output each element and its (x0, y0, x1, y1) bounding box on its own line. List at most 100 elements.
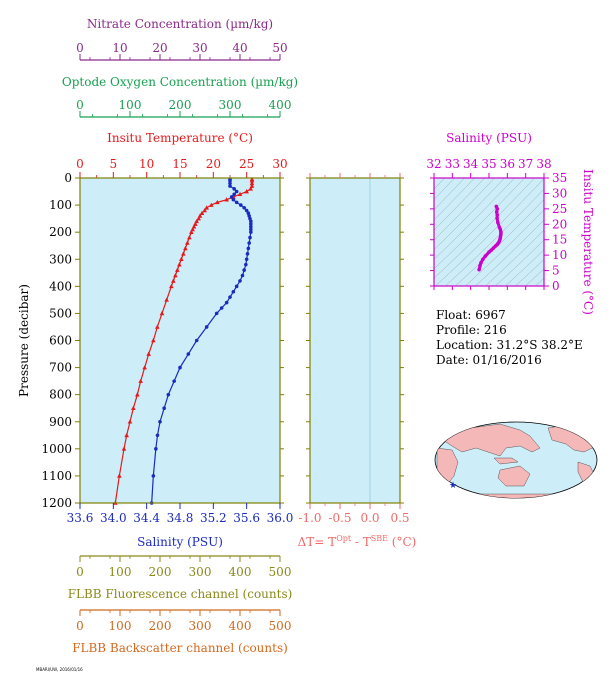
temperature-point (249, 180, 255, 186)
ts-salinity-tick-label: 35 (481, 157, 496, 171)
map-australia (497, 465, 531, 487)
salinity-point (242, 205, 246, 210)
temperature-axis-title: Insitu Temperature (°C) (107, 131, 253, 145)
ts-title: Salinity (PSU) (446, 131, 532, 145)
temperature-point (199, 210, 205, 216)
oxygen-tick-label: 400 (269, 98, 292, 112)
ts-point (495, 216, 499, 220)
temperature-point (135, 392, 140, 397)
bottom-axes: 0 100 200 300 400 500 FLBB Fluorescence channe… (68, 555, 293, 655)
temperature-point (131, 405, 136, 411)
temperature-point (237, 191, 243, 197)
ts-salinity-tick-label: 36 (500, 157, 515, 171)
fluorescence-tick-label: 100 (109, 565, 132, 579)
deltat-tick-label: -1.0 (298, 511, 321, 525)
temperature-point (248, 186, 253, 191)
ts-density-contour (434, 178, 465, 211)
float-id: Float: 6967 (436, 308, 506, 322)
ts-density-contour (454, 199, 544, 286)
salinity-tick-label: 35.2 (200, 511, 227, 525)
backscatter-tick-label: 100 (109, 619, 132, 633)
pressure-tick-label: 300 (49, 252, 72, 266)
temperature-point (209, 202, 214, 207)
ts-density-contour (434, 178, 525, 270)
temperature-tick-label: 20 (206, 157, 221, 171)
temperature-tick-label: 25 (239, 157, 254, 171)
ts-salinity-tick-label: 33 (445, 157, 460, 171)
ts-density-contour (434, 178, 445, 190)
world-map: ★ (434, 421, 598, 499)
temperature-point (159, 310, 165, 316)
deltat-tick-label: -0.5 (328, 511, 351, 525)
nitrate-tick-label: 20 (152, 41, 167, 55)
ts-density-contour (434, 178, 495, 241)
ts-series (477, 204, 503, 272)
temperature-point (187, 235, 192, 240)
temperature-point (177, 262, 182, 267)
temperature-tick-label: 10 (139, 157, 154, 171)
ts-temperature-tick-label: 30 (552, 186, 567, 200)
ts-salinity-tick-label: 32 (426, 157, 441, 171)
pressure-tick-label: 900 (49, 415, 72, 429)
fluorescence-tick-label: 300 (189, 565, 212, 579)
ts-density-contour (464, 209, 544, 286)
temperature-point (181, 251, 186, 256)
salinity-point (166, 392, 171, 397)
ts-point (483, 254, 488, 258)
nitrate-axis-title: Nitrate Concentration (µm/kg) (87, 17, 273, 31)
salinity-point (249, 230, 253, 234)
ts-point (479, 261, 483, 265)
pressure-tick-label: 100 (49, 198, 72, 212)
salinity-tick-label: 36.0 (267, 511, 294, 525)
ts-density-contour (434, 178, 544, 286)
salinity-point (151, 474, 156, 478)
fluorescence-tick-label: 500 (269, 565, 292, 579)
salinity-point (247, 214, 251, 218)
ts-density-contour (434, 178, 475, 221)
salinity-point (249, 222, 253, 226)
backscatter-tick-label: 400 (229, 619, 252, 633)
oxygen-tick-label: 0 (76, 98, 84, 112)
salinity-point (249, 219, 253, 224)
temperature-point (121, 446, 127, 451)
salinity-tick-label: 33.6 (67, 511, 94, 525)
salinity-point (224, 300, 229, 305)
backscatter-tick-label: 0 (76, 619, 84, 633)
ts-temperature-tick-label: 25 (552, 202, 567, 216)
temperature-point (215, 199, 220, 205)
salinity-point (228, 184, 232, 188)
salinity-point (246, 211, 251, 216)
fluorescence-tick-label: 200 (149, 565, 172, 579)
salinity-tick-label: 34.0 (100, 511, 127, 525)
nitrate-tick-label: 40 (232, 41, 247, 55)
map-antarctica (439, 493, 597, 498)
profile-ticks: 0 100 200 300 400 500 600 700 800 900 1000 1100 1200… (17, 171, 293, 549)
salinity-point (228, 181, 232, 186)
salinity-axis-title: Salinity (PSU) (137, 535, 223, 549)
ts-density-contour (434, 178, 505, 251)
pressure-tick-label: 700 (49, 361, 72, 375)
ts-density-contour (444, 188, 544, 286)
ts-salinity-tick-label: 37 (518, 157, 533, 171)
temperature-point (155, 324, 160, 329)
nitrate-tick-label: 50 (272, 41, 287, 55)
fluorescence-tick-label: 0 (76, 565, 84, 579)
temperature-point (249, 178, 255, 183)
nitrate-tick-label: 10 (112, 41, 127, 55)
ts-point (494, 204, 499, 209)
salinity-point (246, 246, 251, 251)
ts-density-contour (474, 219, 544, 286)
salinity-tick-label: 35.6 (233, 511, 260, 525)
ts-density-contours (434, 178, 544, 286)
date: Date: 01/16/2016 (436, 353, 542, 367)
ts-point (489, 248, 494, 253)
temperature-point (196, 216, 201, 221)
salinity-point (232, 192, 236, 197)
fluorescence-axis-title: FLBB Fluorescence channel (counts) (68, 587, 293, 601)
salinity-point (231, 197, 236, 202)
ts-density-contour (484, 229, 544, 286)
salinity-point (240, 273, 245, 278)
salinity-point (162, 406, 166, 411)
ts-ylabel: Insitu Temperature (°C) (581, 169, 595, 315)
salinity-point (228, 295, 232, 299)
